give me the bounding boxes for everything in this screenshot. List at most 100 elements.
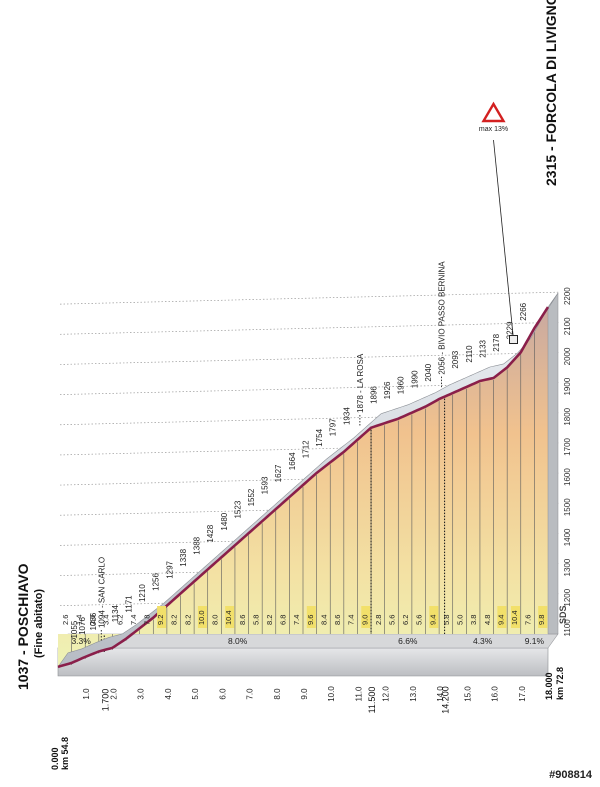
altitude-label: 1593 bbox=[261, 476, 270, 494]
altitude-label: 2093 bbox=[451, 350, 460, 368]
segment-gradient-bg bbox=[225, 606, 235, 628]
altitude-labels: 1055 1076 1086 1094 - SAN CARLO 1134 1171 1210… bbox=[70, 261, 528, 643]
km-tick-label: 10.0 bbox=[327, 686, 336, 702]
segment-gradient-bg bbox=[497, 606, 507, 628]
segment-gradient-label: 9.8 bbox=[537, 615, 546, 625]
gridline bbox=[59, 291, 561, 305]
elevation-tick-label: 1100 bbox=[563, 619, 572, 637]
altitude-label: 2133 bbox=[478, 339, 487, 357]
segment-gradient-label: 1.4 bbox=[74, 615, 83, 625]
altitude-label: 2110 bbox=[465, 345, 474, 363]
section-average-label: 3.3% bbox=[71, 636, 91, 646]
segment-gradient-label: 7.8 bbox=[142, 615, 151, 625]
segment-gradient-label: 8.2 bbox=[183, 615, 192, 625]
finish-km-total: km 72.8 bbox=[555, 667, 565, 700]
km-tick-label: 7.0 bbox=[246, 688, 255, 700]
segment-gradient-label: 10.4 bbox=[510, 610, 519, 625]
segment-gradient-label: 7.4 bbox=[129, 615, 138, 625]
profile-line bbox=[57, 306, 550, 669]
segment-gradient-bg bbox=[306, 606, 316, 628]
section-average-label: 9.1% bbox=[525, 636, 545, 646]
segment-gradient-label: 6.2 bbox=[115, 615, 124, 625]
elevation-tick-label: 1400 bbox=[563, 528, 572, 546]
finish-name: 2315 - FORCOLA DI LIVIGNO bbox=[543, 0, 559, 186]
segment-gradient-label: 7.4 bbox=[347, 615, 356, 625]
altitude-label: 1523 bbox=[233, 500, 242, 518]
km-tick-label: 13.0 bbox=[409, 686, 418, 702]
segment-gradient-label: 5.8 bbox=[251, 615, 260, 625]
segment-gradient-bg bbox=[510, 606, 520, 628]
elevation-tick-label: 1500 bbox=[563, 498, 572, 516]
km-tick-label: 11.0 bbox=[354, 686, 363, 702]
key-km-label: 11.500 bbox=[367, 687, 377, 714]
section-average-labels: 3.3% 8.0% 6.6% 4.3% 9.1% bbox=[71, 636, 544, 646]
altitude-label: 1664 bbox=[288, 452, 297, 470]
max-gradient-marker: max 13% bbox=[479, 101, 518, 345]
altitude-label: 2178 bbox=[492, 333, 501, 351]
max-gradient-leader bbox=[493, 139, 514, 340]
segment-gradient-label: 6.8 bbox=[279, 615, 288, 625]
start-note: (Fine abitato) bbox=[33, 589, 45, 658]
gridline bbox=[59, 321, 561, 335]
start-finish-labels: 1037 - POSCHIAVO (Fine abitato) 0.000 km 54… bbox=[15, 0, 568, 770]
km-tick-label: 2.0 bbox=[109, 688, 118, 700]
altitude-label: 1934 bbox=[342, 407, 351, 425]
altitude-label: 1754 bbox=[315, 428, 324, 446]
segment-gradient-labels: 2.6 1.4 2.0 3.4 6.2 7.4 7.8 9.2 8.2 8.2 10.0 8.0 10.… bbox=[61, 606, 548, 628]
altitude-label: 1134 bbox=[111, 604, 120, 622]
altitude-label: 1297 bbox=[165, 560, 174, 578]
segment-gradient-label: 8.6 bbox=[333, 615, 342, 625]
segment-gradient-bg bbox=[429, 606, 439, 628]
altitude-label: 2266 bbox=[519, 302, 528, 320]
key-km-label: 14.200 bbox=[441, 686, 451, 714]
km-tick-label: 9.0 bbox=[300, 688, 309, 700]
sds-logo: SDS bbox=[558, 605, 568, 624]
km-tick-label: 17.0 bbox=[518, 686, 527, 702]
altitude-label: 1712 bbox=[301, 440, 310, 458]
segment-gradient-label: 5.0 bbox=[456, 615, 465, 625]
km-tick-label: 8.0 bbox=[273, 688, 282, 700]
elevation-tick-label: 1200 bbox=[563, 588, 572, 606]
elevation-axis: 1100 1200 1300 1400 1500 1600 1700 1800 1900 2000… bbox=[563, 287, 572, 637]
segment-gradient-label: 9.4 bbox=[428, 615, 437, 625]
segment-gradient-label: 8.0 bbox=[211, 615, 220, 625]
base-slab bbox=[57, 633, 559, 677]
km-tick-label: 15.0 bbox=[463, 686, 472, 702]
km-axis: 1.0 2.0 3.0 4.0 5.0 6.0 7.0 8.0 9.0 10.0 11.0 12.0 1… bbox=[82, 686, 527, 714]
segment-gradient-label: 4.8 bbox=[483, 615, 492, 625]
altitude-label: 2056 - BIVIO PASSO BERNINA bbox=[438, 261, 447, 375]
segment-gradient-bg bbox=[157, 606, 167, 628]
segment-gradient-label: 5.8 bbox=[442, 615, 451, 625]
segment-gradient-label: 3.4 bbox=[102, 615, 111, 625]
elevation-tick-label: 1600 bbox=[563, 468, 572, 486]
profile-side bbox=[547, 292, 559, 635]
segment-gradient-label: 8.2 bbox=[170, 615, 179, 625]
segment-gradient-bg bbox=[197, 606, 207, 628]
start-km: 0.000 bbox=[50, 747, 60, 770]
segment-gradient-label: 6.2 bbox=[401, 615, 410, 625]
segment-gradient-label: 9.0 bbox=[360, 615, 369, 625]
altitude-label: 1896 bbox=[370, 386, 379, 404]
segment-gradient-label: 2.6 bbox=[61, 615, 70, 625]
km-tick-label: 16.0 bbox=[491, 686, 500, 702]
elevation-tick-label: 1800 bbox=[563, 407, 572, 425]
key-km-label: 1.700 bbox=[100, 689, 110, 712]
profile-road bbox=[57, 292, 559, 669]
segment-gradient-label: 2.8 bbox=[374, 615, 383, 625]
segment-gradient-bg bbox=[361, 606, 371, 628]
altitude-label: 1388 bbox=[193, 536, 202, 554]
altitude-label: 1552 bbox=[247, 488, 256, 506]
segment-gradient-label: 3.8 bbox=[469, 615, 478, 625]
segment-gradient-label: 5.6 bbox=[387, 615, 396, 625]
watermark: #908814 bbox=[549, 769, 592, 781]
altitude-label: 1094 - SAN CARLO bbox=[97, 557, 106, 628]
elevation-tick-label: 1700 bbox=[563, 437, 572, 455]
altitude-label: 1076 bbox=[78, 617, 87, 635]
altitude-label: 1990 bbox=[410, 370, 419, 388]
altitude-label: 1055 bbox=[70, 620, 79, 638]
km-tick-label: 14.0 bbox=[436, 686, 445, 702]
segment-gradient-label: 7.6 bbox=[524, 615, 533, 625]
altitude-label: 1926 bbox=[383, 381, 392, 399]
segment-gradient-label: 9.6 bbox=[306, 615, 315, 625]
